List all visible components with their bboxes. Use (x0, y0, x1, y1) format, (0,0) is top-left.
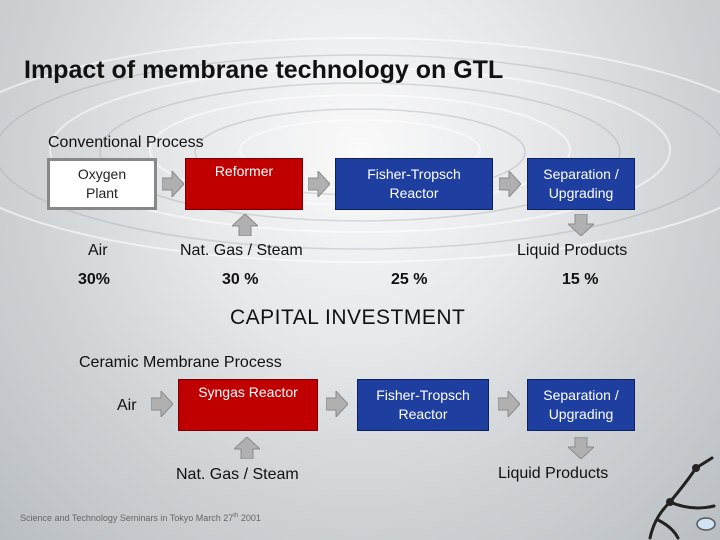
right-arrow-icon (499, 171, 521, 197)
slide-title: Impact of membrane technology on GTL (24, 56, 504, 84)
membrane-liquid-products-label: Liquid Products (498, 465, 609, 482)
right-arrow-icon (498, 391, 520, 417)
up-arrow-icon (232, 214, 258, 236)
down-arrow-icon (568, 214, 594, 236)
reformer-percentage: 30 % (222, 271, 259, 288)
capital-investment-label: CAPITAL INVESTMENT (230, 306, 466, 329)
membrane-gas-steam-label: Nat. Gas / Steam (176, 466, 299, 483)
separation-percentage: 15 % (562, 271, 599, 288)
liquid-products-label: Liquid Products (517, 242, 628, 259)
footer-text: Science and Technology Seminars in Tokyo… (20, 513, 261, 523)
membrane-fischer-tropsch-box: Fisher-Tropsch Reactor (357, 379, 489, 431)
oxygen-plant-percentage: 30% (78, 271, 111, 288)
reformer-box: Reformer (185, 158, 303, 210)
up-arrow-icon (234, 437, 260, 459)
separation-upgrading-box: Separation / Upgrading (527, 158, 635, 210)
membrane-separation-upgrading-box: Separation / Upgrading (527, 379, 635, 431)
right-arrow-icon (308, 171, 330, 197)
down-arrow-icon (568, 437, 594, 459)
right-arrow-icon (151, 391, 173, 417)
oxygen-plant-box: Oxygen Plant (47, 158, 157, 210)
lab-apparatus-illustration (648, 456, 716, 540)
air-input-label: Air (88, 242, 108, 259)
conventional-process-heading: Conventional Process (48, 134, 204, 151)
membrane-air-input-label: Air (117, 397, 137, 414)
syngas-reactor-box: Syngas Reactor (178, 379, 318, 431)
membrane-process-heading: Ceramic Membrane Process (79, 354, 282, 371)
right-arrow-icon (326, 391, 348, 417)
right-arrow-icon (162, 171, 184, 197)
fischer-tropsch-box: Fisher-Tropsch Reactor (335, 158, 493, 210)
gas-steam-input-label: Nat. Gas / Steam (180, 242, 303, 259)
fischer-tropsch-percentage: 25 % (391, 271, 428, 288)
